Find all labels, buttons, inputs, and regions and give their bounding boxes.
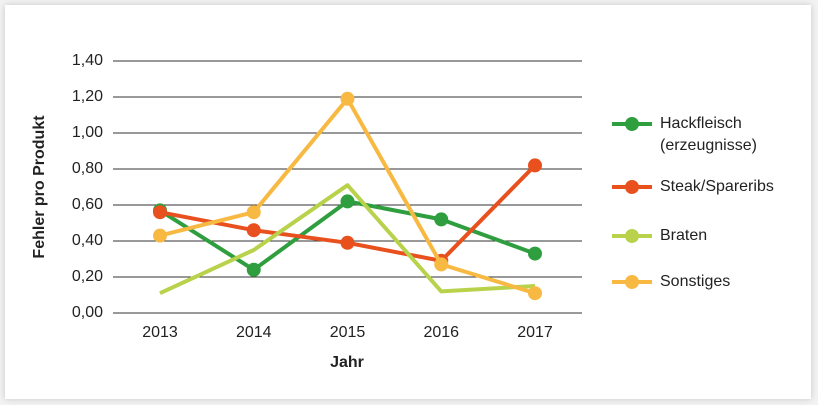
- series-marker: [528, 158, 542, 173]
- x-tick-label: 2017: [517, 324, 553, 341]
- y-tick-label: 1,20: [72, 88, 103, 105]
- legend-marker: [625, 229, 639, 243]
- x-tick-label: 2013: [142, 324, 178, 341]
- series-marker: [246, 205, 261, 220]
- y-tick-label: 0,60: [72, 196, 103, 213]
- legend-label: Braten: [660, 227, 708, 244]
- series-marker: [153, 205, 167, 220]
- x-tick-label: 2016: [423, 324, 459, 341]
- y-axis-label: Fehler pro Produkt: [31, 115, 48, 259]
- legend-marker: [625, 275, 639, 289]
- y-tick-label: 0,00: [72, 304, 103, 321]
- legend-marker: [625, 180, 639, 194]
- y-tick-label: 1,40: [72, 52, 103, 69]
- series-marker: [153, 228, 167, 243]
- series-marker: [340, 91, 355, 106]
- legend-label: Hackfleisch (erzeugnisse): [660, 115, 757, 154]
- y-tick-label: 0,80: [72, 160, 103, 177]
- legend-label: Steak/Spareribs: [660, 178, 774, 195]
- legend-marker: [625, 117, 639, 131]
- series-marker: [246, 262, 261, 277]
- series-line: [159, 183, 536, 296]
- series-marker: [340, 194, 355, 209]
- series-marker: [246, 223, 261, 238]
- series-marker: [528, 286, 542, 301]
- x-tick-label: 2015: [330, 324, 366, 341]
- series-line: [158, 199, 536, 272]
- series-marker: [340, 235, 355, 250]
- y-tick-label: 1,00: [72, 124, 103, 141]
- x-axis-label: Jahr: [330, 354, 364, 371]
- series-marker: [528, 246, 542, 261]
- y-tick-label: 0,20: [72, 268, 103, 285]
- x-tick-label: 2014: [236, 324, 272, 341]
- y-tick-label: 0,40: [72, 232, 103, 249]
- series-marker: [434, 257, 449, 272]
- legend-label: Sonstiges: [660, 273, 731, 290]
- series-marker: [434, 212, 449, 227]
